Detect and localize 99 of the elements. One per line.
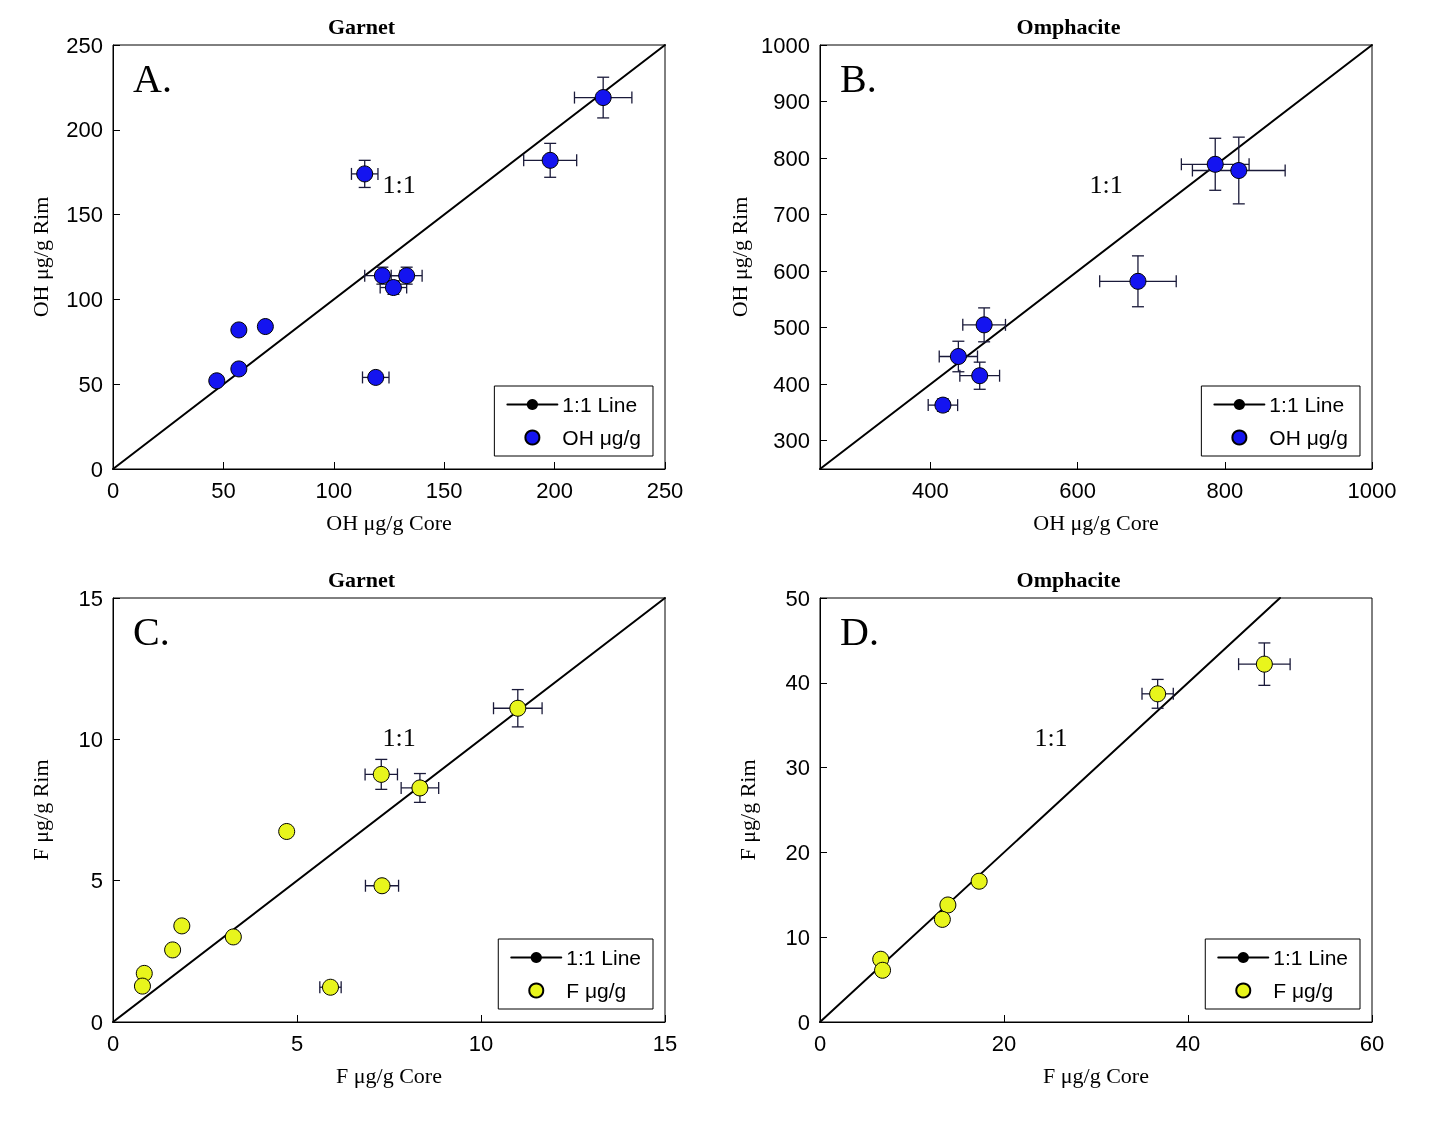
annotation: C.: [133, 608, 170, 654]
point: [971, 367, 989, 385]
x-tick-label: 50: [211, 477, 236, 503]
y-tick-label: 700: [773, 202, 810, 228]
x-axis-title: OH μg/g Core: [1033, 509, 1159, 535]
x-tick-label: 0: [106, 1030, 120, 1056]
x-tick-label: 800: [1206, 477, 1244, 503]
point: [939, 896, 957, 914]
y-axis-title: F μg/g Rim: [27, 759, 53, 861]
x-tick-label: 600: [1059, 477, 1096, 503]
x-tick-label: 1000: [1347, 477, 1397, 503]
x-tick-label: 0: [813, 1030, 827, 1056]
legend-label: 1:1 Line: [1269, 393, 1345, 416]
x-tick-label: 15: [652, 1030, 678, 1056]
point: [372, 765, 390, 783]
legend-label: OH μg/g: [562, 426, 642, 449]
x-axis-title: OH μg/g Core: [326, 509, 452, 535]
y-tick-label: 400: [773, 371, 810, 397]
y-tick-label: 30: [785, 755, 810, 781]
y-tick-label: 500: [773, 315, 810, 341]
legend-label: F μg/g: [1273, 979, 1334, 1002]
y-tick-label: 800: [773, 145, 810, 171]
point: [1255, 655, 1273, 673]
chart-title: Garnet: [327, 13, 396, 39]
point: [975, 316, 993, 334]
y-tick-label: 40: [785, 670, 810, 696]
y-axis-title: F μg/g Rim: [734, 759, 760, 861]
point: [1129, 272, 1147, 290]
point: [1230, 162, 1248, 179]
y-tick-label: 900: [773, 89, 810, 115]
point: [133, 977, 151, 995]
x-axis-title: F μg/g Core: [1043, 1062, 1149, 1088]
y-tick-label: 5: [90, 868, 103, 894]
chart-title: Omphacite: [1016, 13, 1121, 39]
annotation: 1:1: [382, 170, 416, 200]
point: [509, 699, 527, 717]
point: [933, 910, 951, 928]
y-tick-label: 50: [785, 585, 810, 611]
x-tick-label: 100: [315, 477, 353, 503]
y-tick-label: 100: [66, 286, 103, 312]
point: [1206, 155, 1224, 173]
y-tick-label: 10: [78, 726, 103, 752]
annotation: 1:1: [1089, 170, 1123, 200]
x-tick-label: 400: [912, 477, 949, 503]
legend-label: 1:1 Line: [566, 946, 641, 969]
legend-label: 1:1 Line: [1273, 946, 1348, 969]
chart-title: Omphacite: [1016, 566, 1121, 592]
point: [541, 151, 559, 169]
y-tick-label: 600: [773, 258, 810, 284]
point: [411, 779, 429, 797]
point: [594, 89, 612, 107]
y-tick-label: 20: [785, 839, 810, 865]
x-tick-label: 250: [646, 477, 684, 503]
point: [874, 961, 892, 979]
x-tick-label: 40: [1175, 1030, 1201, 1056]
legend-label: 1:1 Line: [562, 393, 638, 416]
y-tick-label: 250: [66, 32, 103, 58]
legend-label: F μg/g: [566, 979, 627, 1002]
y-tick-label: 300: [773, 428, 810, 454]
y-axis-title: OH μg/g Rim: [726, 196, 752, 318]
point: [173, 917, 191, 935]
annotation: D.: [840, 608, 879, 654]
y-tick-label: 10: [785, 924, 810, 950]
point: [224, 928, 242, 946]
x-tick-label: 5: [290, 1030, 304, 1056]
y-tick-label: 0: [90, 1009, 103, 1035]
y-tick-label: 50: [78, 371, 103, 397]
annotation: 1:1: [382, 723, 416, 753]
y-tick-label: 0: [797, 1009, 810, 1035]
point: [356, 165, 374, 183]
y-tick-label: 0: [90, 456, 103, 482]
x-tick-label: 10: [468, 1030, 494, 1056]
x-tick-label: 200: [536, 477, 573, 503]
point: [1149, 685, 1167, 703]
annotation: B.: [840, 55, 877, 101]
x-tick-label: 60: [1359, 1030, 1385, 1056]
point: [256, 318, 274, 336]
point: [208, 372, 226, 390]
x-tick-label: 20: [991, 1030, 1017, 1056]
annotation: A.: [133, 55, 172, 101]
y-tick-label: 15: [78, 585, 103, 611]
x-tick-label: 150: [425, 477, 463, 503]
point: [278, 822, 296, 840]
y-tick-label: 1000: [761, 32, 810, 58]
y-tick-label: 150: [66, 202, 103, 228]
y-axis-title: OH μg/g Rim: [27, 196, 53, 318]
point: [230, 360, 248, 378]
point: [367, 368, 385, 386]
x-tick-label: 0: [106, 477, 120, 503]
point: [970, 872, 988, 890]
point: [949, 348, 967, 365]
point: [164, 941, 182, 959]
legend-label: OH μg/g: [1269, 426, 1349, 449]
x-axis-title: F μg/g Core: [336, 1062, 442, 1088]
point: [230, 321, 248, 339]
point: [373, 877, 391, 895]
y-tick-label: 200: [66, 117, 103, 143]
annotation: 1:1: [1034, 723, 1068, 753]
chart-title: Garnet: [327, 566, 396, 592]
